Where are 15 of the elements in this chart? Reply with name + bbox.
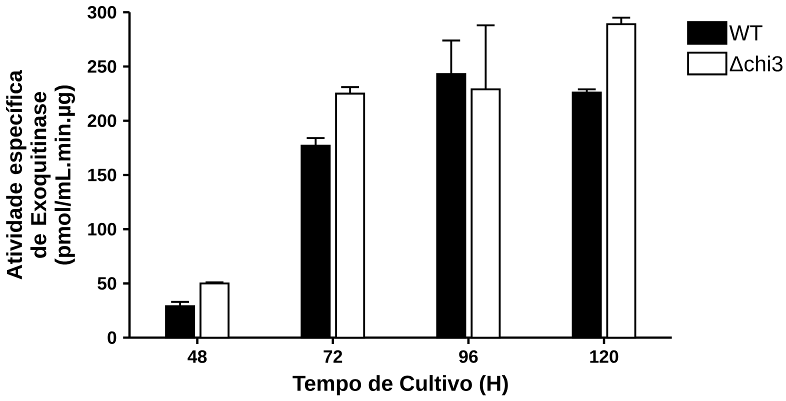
x-tick-label: 96 xyxy=(459,350,478,363)
legend-label: Δchi3 xyxy=(730,55,782,72)
y-tick-label: 100 xyxy=(88,222,116,236)
y-tick-label: 150 xyxy=(88,168,116,182)
y-tick-label: 200 xyxy=(88,114,116,127)
legend-label: WT xyxy=(729,25,762,40)
y-tick-label: 0 xyxy=(108,331,116,344)
y-tick-label: 300 xyxy=(88,6,116,19)
y-tick-label: 50 xyxy=(98,276,116,290)
y-axis-title: Atividade específica de Exoquitinase (pmol/mL.min.µg) xyxy=(6,70,75,280)
x-tick-label: 72 xyxy=(324,350,342,363)
x-tick-label: 48 xyxy=(188,350,207,363)
x-tick-label: 120 xyxy=(590,350,618,363)
x-axis-title: Tempo de Cultivo (H) xyxy=(292,374,508,396)
y-tick-label: 250 xyxy=(88,60,116,73)
